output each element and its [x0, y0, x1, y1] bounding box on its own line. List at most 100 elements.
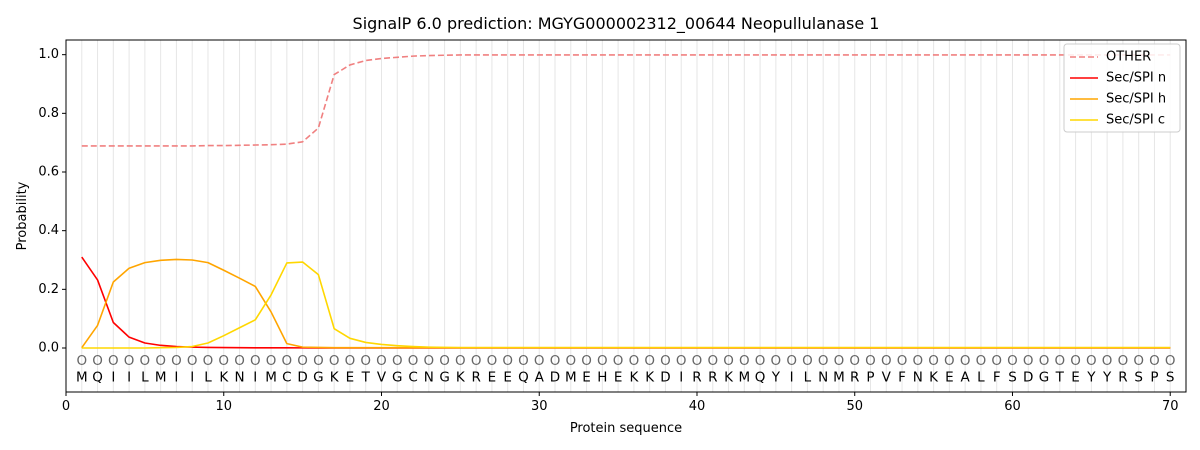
residue-label: E — [346, 369, 355, 385]
residue-label: C — [282, 369, 291, 385]
region-label: O — [218, 353, 229, 369]
residue-label: Q — [755, 369, 766, 385]
residue-label: L — [804, 369, 812, 385]
region-label: O — [140, 353, 151, 369]
residue-label: M — [265, 369, 277, 385]
region-label: O — [534, 353, 545, 369]
residue-label: I — [127, 369, 131, 385]
region-label: O — [1054, 353, 1065, 369]
residue-label: K — [724, 369, 734, 385]
residue-label: L — [141, 369, 149, 385]
residue-label: Y — [771, 369, 781, 385]
region-label: O — [976, 353, 987, 369]
legend-label: Sec/SPI h — [1106, 92, 1166, 107]
region-label: O — [471, 353, 482, 369]
region-label: O — [739, 353, 750, 369]
region-label: O — [881, 353, 892, 369]
x-tick-label: 40 — [689, 399, 706, 414]
residue-label: F — [993, 369, 1001, 385]
residue-label: N — [913, 369, 923, 385]
residue-label: H — [597, 369, 607, 385]
region-label: O — [660, 353, 671, 369]
series-line — [81, 54, 1171, 147]
region-label: O — [613, 353, 624, 369]
residue-label: S — [1134, 369, 1143, 385]
residue-label: R — [850, 369, 859, 385]
region-label: O — [487, 353, 498, 369]
region-label: O — [360, 353, 371, 369]
residue-label: Y — [1086, 369, 1096, 385]
region-label: O — [1165, 353, 1176, 369]
region-label: O — [266, 353, 277, 369]
x-tick-label: 70 — [1162, 399, 1179, 414]
y-tick-label: 0.6 — [38, 165, 59, 180]
x-axis-ticks: 0 10 20 30 40 50 60 70 — [62, 392, 1179, 414]
residue-label: L — [977, 369, 985, 385]
region-label: O — [234, 353, 245, 369]
y-tick-label: 1.0 — [38, 47, 59, 62]
region-label: O — [834, 353, 845, 369]
region-label: O — [439, 353, 450, 369]
region-label: O — [1133, 353, 1144, 369]
region-label: O — [644, 353, 655, 369]
legend-label: OTHER — [1106, 50, 1151, 65]
residue-label: Q — [92, 369, 103, 385]
region-label: O — [1118, 353, 1129, 369]
region-label: O — [76, 353, 87, 369]
residue-label: I — [253, 369, 257, 385]
region-label: O — [518, 353, 529, 369]
residue-label: E — [945, 369, 954, 385]
residue-label: I — [190, 369, 194, 385]
region-label: O — [928, 353, 939, 369]
region-label: O — [329, 353, 340, 369]
region-label: O — [423, 353, 434, 369]
x-axis-label: Protein sequence — [570, 421, 682, 436]
region-label: O — [297, 353, 308, 369]
residue-label: K — [330, 369, 340, 385]
region-label: O — [108, 353, 119, 369]
residue-label: N — [234, 369, 244, 385]
residue-label: G — [313, 369, 323, 385]
x-tick-label: 60 — [1004, 399, 1021, 414]
region-label: O — [502, 353, 513, 369]
residue-label: R — [1118, 369, 1127, 385]
residue-label: G — [439, 369, 449, 385]
region-label: O — [1086, 353, 1097, 369]
legend: OTHER Sec/SPI n Sec/SPI h Sec/SPI c — [1063, 43, 1181, 133]
region-label: O — [376, 353, 387, 369]
region-label: O — [755, 353, 766, 369]
region-label: O — [1023, 353, 1034, 369]
y-tick-label: 0.8 — [38, 106, 59, 121]
series-line — [81, 261, 1171, 349]
residue-label: E — [503, 369, 512, 385]
legend-box — [1063, 43, 1181, 133]
region-label: O — [1039, 353, 1050, 369]
region-label: O — [802, 353, 813, 369]
x-tick-label: 20 — [373, 399, 390, 414]
region-label: O — [960, 353, 971, 369]
region-label: O — [944, 353, 955, 369]
region-label: O — [282, 353, 293, 369]
residue-label: E — [488, 369, 497, 385]
region-label: O — [1070, 353, 1081, 369]
region-label: O — [991, 353, 1002, 369]
grid-lines — [81, 40, 1171, 392]
residue-label: V — [377, 369, 387, 385]
residue-label: M — [565, 369, 577, 385]
residue-label: I — [111, 369, 115, 385]
residue-label: Q — [518, 369, 529, 385]
residue-label: F — [898, 369, 906, 385]
region-label: O — [187, 353, 198, 369]
region-label: O — [581, 353, 592, 369]
residue-label: I — [679, 369, 683, 385]
residue-label: I — [174, 369, 178, 385]
legend-label: Sec/SPI c — [1106, 113, 1165, 128]
residue-label: K — [219, 369, 229, 385]
region-label: O — [849, 353, 860, 369]
x-tick-label: 30 — [531, 399, 548, 414]
residue-label: M — [76, 369, 88, 385]
residue-label: E — [614, 369, 623, 385]
residue-label: K — [929, 369, 939, 385]
